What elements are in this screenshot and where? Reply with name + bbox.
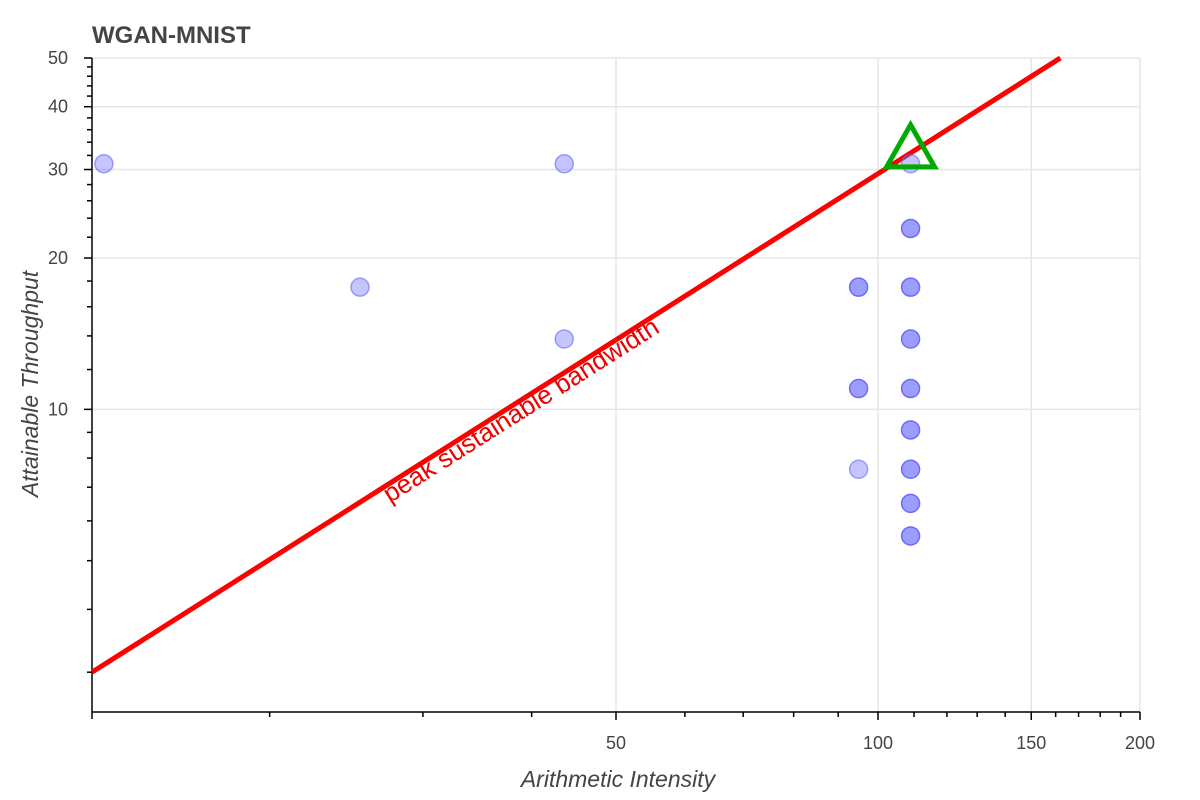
data-point [900,218,921,239]
data-point [900,526,921,546]
data-point [900,493,921,514]
data-point [900,459,921,480]
roofline-line [90,55,1062,675]
roofline-layer [90,55,1062,675]
data-point [94,154,114,174]
y-axis-label: Attainable Throughput [17,269,43,499]
axes: 50 100 150 200 10 20 30 40 50 [48,48,1155,753]
data-point [350,277,370,297]
triangle-marker [882,119,939,170]
y-tick-label: 40 [48,97,68,117]
grid-lines [92,57,1141,712]
data-point [900,154,921,174]
y-tick-label: 30 [48,160,68,180]
x-tick-label: 100 [863,733,893,753]
x-tick-label: 150 [1016,733,1046,753]
chart-title: WGAN-MNIST [92,22,251,49]
highlight-markers [882,119,939,170]
data-points [94,154,921,546]
data-point [900,420,921,440]
data-point [554,154,574,174]
data-point [848,459,869,480]
data-point [900,277,921,297]
data-point [900,378,921,399]
data-point [900,329,921,349]
x-axis-label: Arithmetic Intensity [519,766,717,792]
y-tick-label: 50 [48,48,68,68]
x-tick-label: 200 [1125,733,1155,753]
data-point [554,329,574,349]
y-tick-label: 10 [48,399,68,419]
y-tick-label: 20 [48,248,68,268]
data-point [848,277,869,297]
x-tick-label: 50 [606,733,626,753]
data-point [848,378,869,399]
